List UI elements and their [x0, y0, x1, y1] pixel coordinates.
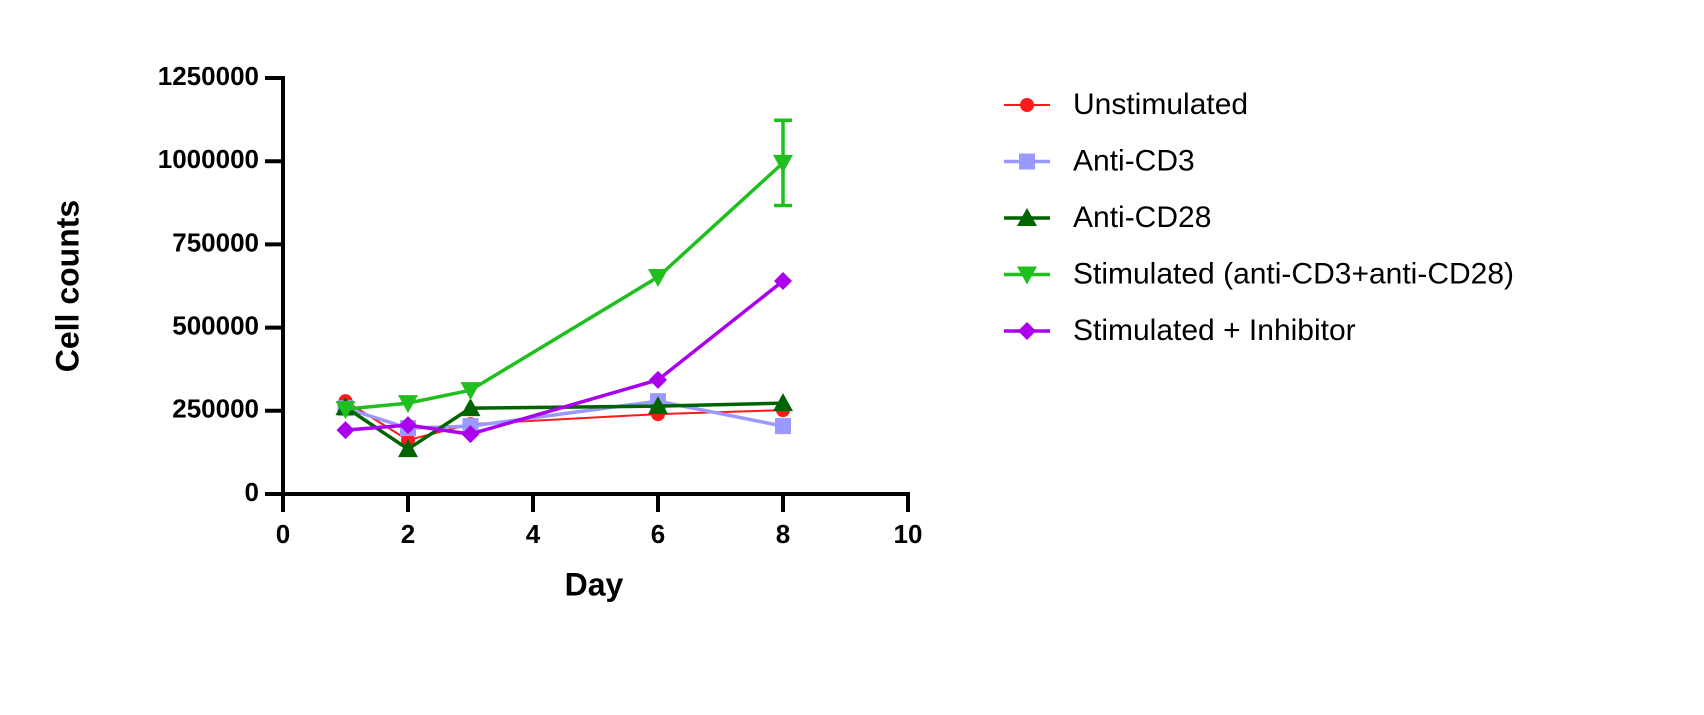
series [336, 272, 792, 444]
point [773, 393, 793, 412]
point [460, 382, 481, 401]
y-tick-label: 0 [245, 477, 259, 507]
point [398, 439, 418, 458]
legend-marker [1017, 266, 1037, 285]
y-axis-title: Cell counts [49, 200, 85, 372]
point [460, 398, 481, 417]
x-tick-label: 0 [276, 519, 290, 549]
y-tick-label: 1000000 [158, 144, 259, 174]
legend-marker [1018, 322, 1036, 340]
point [648, 269, 668, 288]
line [345, 161, 785, 411]
legend-label: Anti-CD28 [1073, 201, 1211, 234]
series [335, 118, 793, 420]
legend-label: Anti-CD3 [1073, 144, 1195, 177]
legend-marker [1017, 208, 1037, 226]
x-tick-label: 4 [526, 519, 541, 549]
point [649, 370, 667, 389]
x-tick-label: 10 [894, 519, 923, 549]
x-tick-label: 2 [401, 519, 415, 549]
y-tick-label: 250000 [172, 394, 259, 424]
point [773, 154, 793, 173]
legend-label: Unstimulated [1073, 88, 1248, 121]
x-axis-title: Day [565, 566, 624, 602]
legend-label: Stimulated (anti-CD3+anti-CD28) [1073, 257, 1514, 290]
point [774, 272, 792, 291]
point [461, 425, 480, 444]
point [398, 395, 418, 414]
legend-marker [1019, 153, 1035, 170]
y-tick-label: 500000 [172, 310, 259, 340]
plot-area: 0 250000 500000 750000 1000000 1250000 0 2 4 6 8 10 [158, 61, 923, 549]
point [399, 416, 417, 435]
line [345, 279, 785, 436]
legend: Unstimulated Anti-CD3 Anti-CD28 Stimulated … [1004, 88, 1514, 347]
point [335, 401, 356, 420]
legend-label: Stimulated + Inhibitor [1073, 314, 1356, 347]
point [336, 421, 355, 440]
y-tick-label: 1250000 [158, 61, 259, 91]
y-tick-label: 750000 [172, 227, 259, 257]
x-tick-label: 6 [651, 519, 665, 549]
x-tick-label: 8 [776, 519, 790, 549]
point [648, 396, 668, 415]
legend-marker [1020, 98, 1034, 112]
series [335, 393, 793, 458]
point [775, 418, 791, 435]
